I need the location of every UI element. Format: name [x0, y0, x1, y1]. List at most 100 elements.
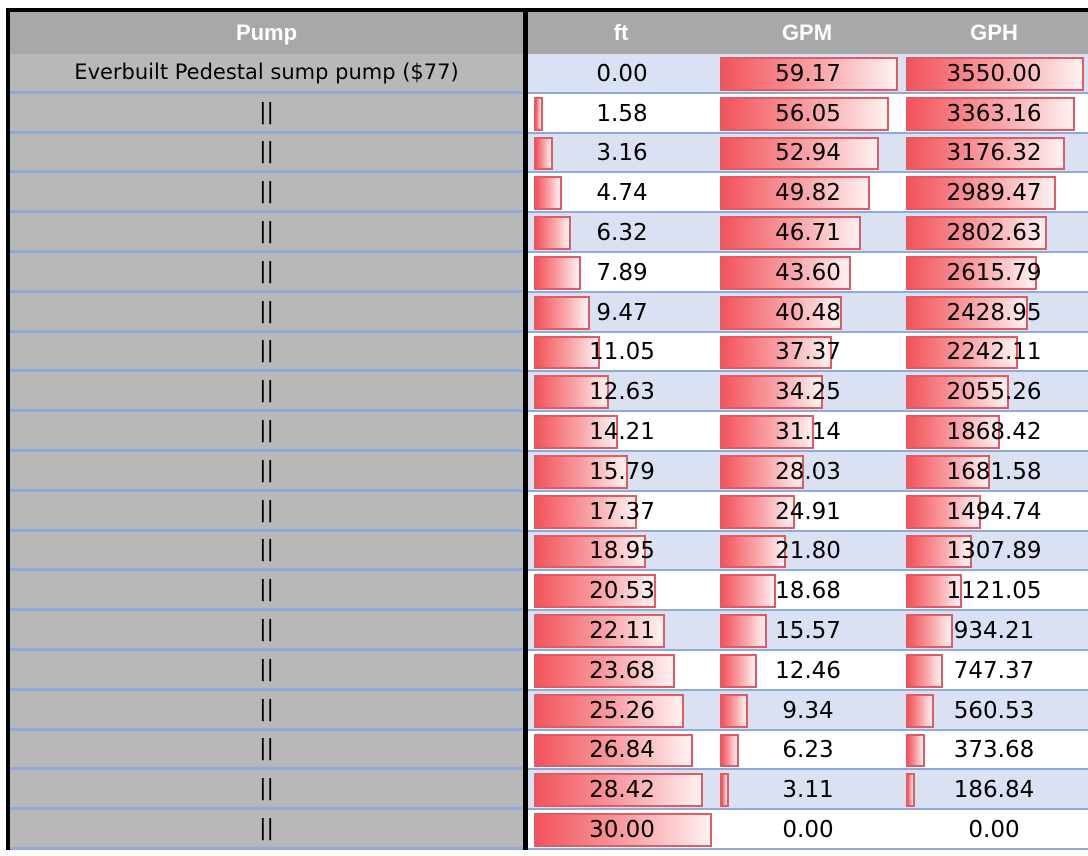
ft-value-cell[interactable]: 30.00 [589, 817, 655, 844]
gpm-data-bar [720, 773, 730, 808]
gpm-data-bar [720, 654, 758, 688]
ft-value-cell[interactable]: 20.53 [589, 578, 655, 605]
pump-ditto-cell[interactable]: || [10, 412, 523, 452]
ft-value-cell[interactable]: 7.89 [596, 259, 648, 286]
gpm-value-cell[interactable]: 46.71 [775, 220, 841, 247]
gpm-value-cell[interactable]: 59.17 [775, 60, 841, 87]
gpm-value-cell[interactable]: 24.91 [775, 498, 841, 525]
pump-ditto-cell[interactable]: || [10, 531, 523, 572]
ft-value-cell[interactable]: 22.11 [589, 618, 655, 645]
gpm-data-bar [720, 96, 889, 131]
gpm-value-cell[interactable]: 43.60 [775, 259, 841, 286]
gpm-value-cell[interactable]: 37.37 [775, 339, 841, 366]
ft-value-cell[interactable]: 6.32 [596, 220, 648, 247]
ft-value-cell[interactable]: 25.26 [589, 697, 655, 724]
pump-ditto-cell[interactable]: || [10, 611, 523, 651]
gpm-value-cell[interactable]: 15.57 [775, 618, 841, 645]
header-pump[interactable]: Pump [10, 12, 523, 54]
gph-value-cell[interactable]: 3550.00 [946, 60, 1042, 87]
pump-ditto-cell[interactable]: || [10, 491, 523, 532]
pump-ditto-cell[interactable]: || [10, 452, 523, 492]
pump-name-cell[interactable]: Everbuilt Pedestal sump pump ($77) [10, 54, 523, 94]
gpm-value-cell[interactable]: 3.11 [782, 777, 834, 804]
gph-value-cell[interactable]: 1307.89 [946, 538, 1042, 565]
gpm-value-cell[interactable]: 34.25 [775, 379, 841, 406]
pump-ditto-cell[interactable]: || [10, 253, 523, 293]
ft-value-cell[interactable]: 11.05 [589, 339, 655, 366]
gpm-value-cell[interactable]: 6.23 [782, 737, 834, 764]
ft-value-cell[interactable]: 15.79 [589, 458, 655, 485]
gpm-value-cell[interactable]: 52.94 [775, 140, 841, 167]
table-row: 22.11 15.57 934.21 [528, 611, 1088, 651]
ft-value-cell[interactable]: 23.68 [589, 657, 655, 684]
gph-value-cell[interactable]: 0.00 [968, 817, 1020, 844]
pump-ditto-cell[interactable]: || [10, 730, 523, 771]
ft-value-cell[interactable]: 12.63 [589, 379, 655, 406]
gph-value-cell[interactable]: 560.53 [953, 697, 1035, 724]
gpm-value-cell[interactable]: 18.68 [775, 578, 841, 605]
ft-value-cell[interactable]: 26.84 [589, 737, 655, 764]
gph-value-cell[interactable]: 2802.63 [946, 220, 1042, 247]
pump-ditto-cell[interactable]: || [10, 133, 523, 174]
ft-value-cell[interactable]: 4.74 [596, 180, 648, 207]
gph-value-cell[interactable]: 1121.05 [946, 578, 1042, 605]
header-gpm[interactable]: GPM [714, 12, 900, 54]
gph-value-cell[interactable]: 186.84 [953, 777, 1035, 804]
gpm-value-cell[interactable]: 9.34 [782, 697, 834, 724]
header-gph[interactable]: GPH [900, 12, 1088, 54]
pump-ditto-cell[interactable]: || [10, 213, 523, 253]
table-row: 9.47 40.48 2428.95 [528, 292, 1088, 333]
ft-data-bar [534, 534, 647, 569]
gph-value-cell[interactable]: 747.37 [953, 657, 1035, 684]
gph-data-bar [906, 494, 981, 529]
gpm-data-bar [720, 455, 805, 489]
ft-data-bar [534, 96, 544, 131]
pump-ditto-cell[interactable]: || [10, 372, 523, 413]
table-row: 4.74 49.82 2989.47 [528, 173, 1088, 214]
gph-data-bar [906, 415, 1000, 449]
gpm-value-cell[interactable]: 28.03 [775, 458, 841, 485]
ft-value-cell[interactable]: 14.21 [589, 419, 655, 446]
pump-ditto-cell[interactable]: || [10, 651, 523, 691]
pump-ditto-cell[interactable]: || [10, 690, 523, 731]
gpm-value-cell[interactable]: 56.05 [775, 100, 841, 127]
gpm-value-cell[interactable]: 21.80 [775, 538, 841, 565]
header-ft[interactable]: ft [528, 12, 714, 54]
table-row: 23.68 12.46 747.37 [528, 651, 1088, 691]
gpm-value-cell[interactable]: 0.00 [782, 817, 834, 844]
gph-value-cell[interactable]: 1681.58 [946, 458, 1042, 485]
gph-data-bar [906, 176, 1056, 211]
gpm-value-cell[interactable]: 12.46 [775, 657, 841, 684]
gpm-value-cell[interactable]: 49.82 [775, 180, 841, 207]
gpm-value-cell[interactable]: 31.14 [775, 419, 841, 446]
gph-value-cell[interactable]: 3363.16 [946, 100, 1042, 127]
pump-ditto-cell[interactable]: || [10, 173, 523, 214]
gph-value-cell[interactable]: 1494.74 [946, 498, 1042, 525]
pump-ditto-cell[interactable]: || [10, 292, 523, 333]
ft-value-cell[interactable]: 9.47 [596, 299, 648, 326]
gpm-data-bar [720, 57, 898, 91]
pump-ditto-cell[interactable]: || [10, 332, 523, 373]
ft-value-cell[interactable]: 17.37 [589, 498, 655, 525]
ft-value-cell[interactable]: 1.58 [596, 100, 648, 127]
pump-ditto-cell[interactable]: || [10, 93, 523, 134]
gph-value-cell[interactable]: 373.68 [953, 737, 1035, 764]
gph-value-cell[interactable]: 2989.47 [946, 180, 1042, 207]
ft-value-cell[interactable]: 18.95 [589, 538, 655, 565]
ft-value-cell[interactable]: 0.00 [596, 60, 648, 87]
gph-value-cell[interactable]: 2055.26 [946, 379, 1042, 406]
gph-value-cell[interactable]: 2242.11 [946, 339, 1042, 366]
pump-ditto-cell[interactable]: || [10, 571, 523, 612]
ft-data-bar [534, 256, 581, 290]
ft-value-cell[interactable]: 28.42 [589, 777, 655, 804]
gph-value-cell[interactable]: 3176.32 [946, 140, 1042, 167]
pump-ditto-cell[interactable]: || [10, 770, 523, 811]
pump-ditto-cell[interactable]: || [10, 810, 523, 850]
gph-value-cell[interactable]: 934.21 [953, 618, 1035, 645]
table-row: 0.00 59.17 3550.00 [528, 54, 1088, 94]
gph-value-cell[interactable]: 2428.95 [946, 299, 1042, 326]
gpm-value-cell[interactable]: 40.48 [775, 299, 841, 326]
gph-value-cell[interactable]: 1868.42 [946, 419, 1042, 446]
ft-value-cell[interactable]: 3.16 [596, 140, 648, 167]
gph-value-cell[interactable]: 2615.79 [946, 259, 1042, 286]
